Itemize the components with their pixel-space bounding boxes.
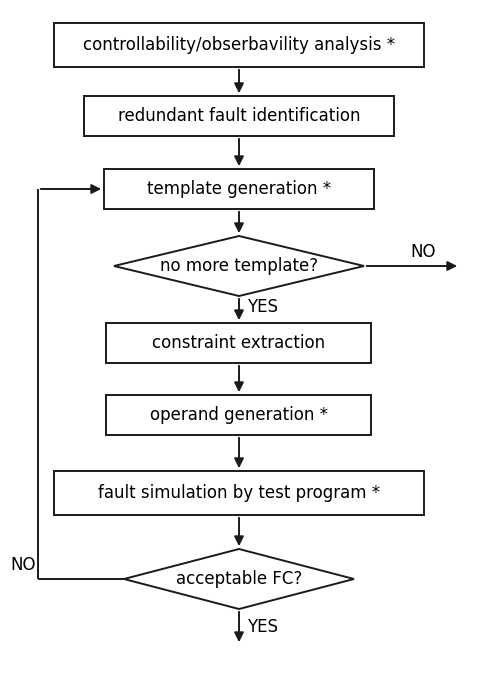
Text: YES: YES [247,299,278,316]
Text: operand generation *: operand generation * [150,406,328,424]
Text: NO: NO [11,556,36,574]
Text: redundant fault identification: redundant fault identification [118,107,360,125]
Bar [104,169,374,209]
Text: constraint extraction: constraint extraction [152,334,326,352]
Text: no more template?: no more template? [160,257,318,275]
Polygon shape [124,549,354,609]
Text: fault simulation by test program *: fault simulation by test program * [98,484,380,502]
Polygon shape [114,236,364,296]
Bar [106,395,372,435]
Text: template generation *: template generation * [147,180,331,198]
Text: controllability/obserbavility analysis *: controllability/obserbavility analysis * [83,36,395,54]
Bar [106,323,372,363]
Text: YES: YES [247,618,278,636]
Text: NO: NO [410,243,435,261]
Text: acceptable FC?: acceptable FC? [176,570,302,588]
Bar [54,23,424,67]
Bar [54,471,424,515]
Bar [84,96,394,136]
